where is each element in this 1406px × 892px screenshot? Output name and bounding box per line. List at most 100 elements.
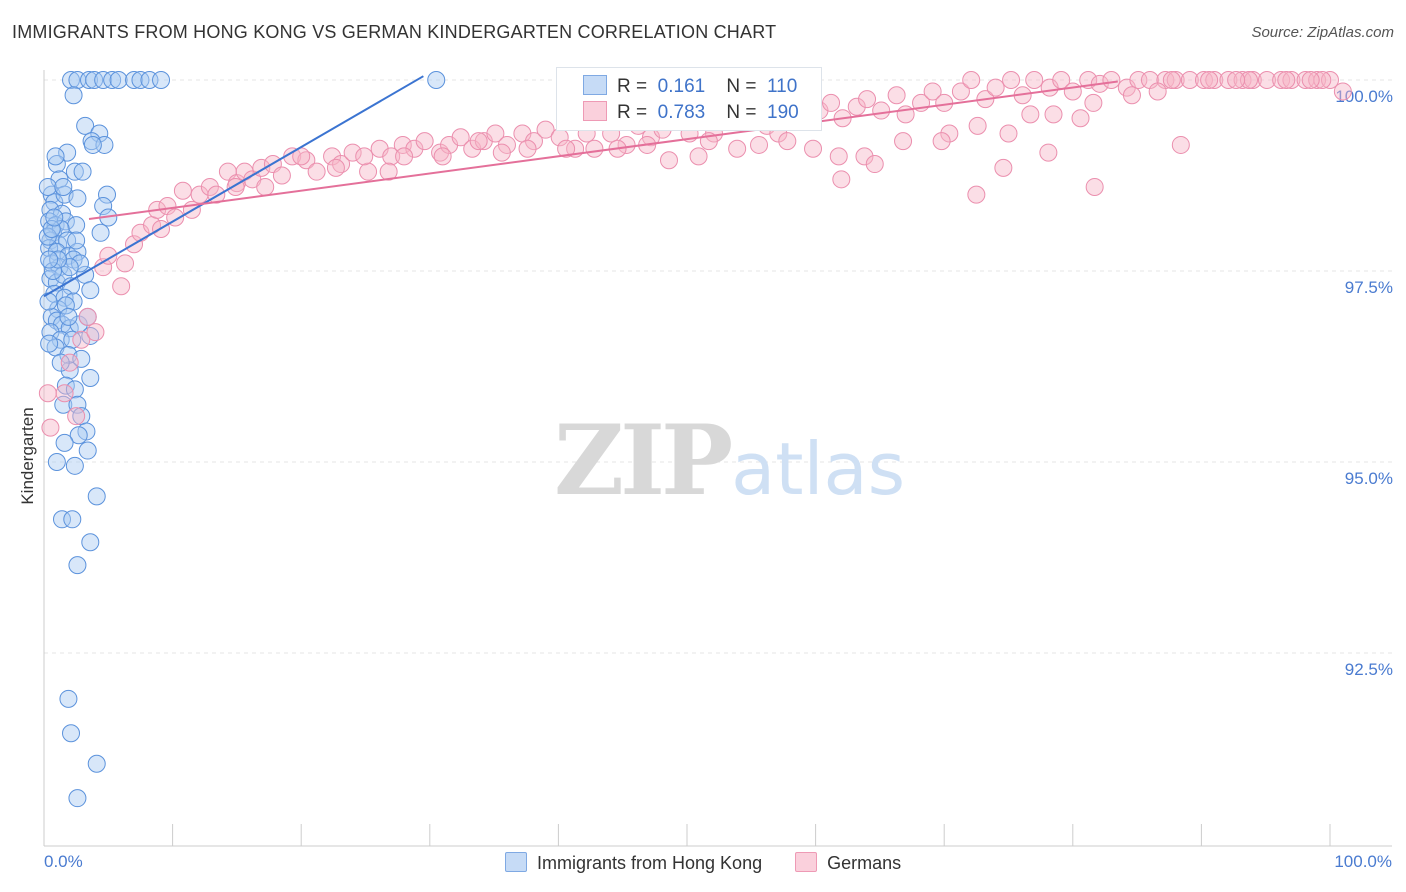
germans-point — [967, 185, 986, 204]
germans-swatch — [583, 101, 607, 121]
germans-point — [1200, 71, 1219, 89]
germans-point — [1272, 71, 1291, 89]
hong-kong-point — [94, 197, 113, 216]
germans-point — [1166, 71, 1185, 89]
germans-point — [617, 135, 636, 154]
series-legend: Immigrants from Hong Kong Germans — [505, 852, 929, 874]
germans-point — [872, 101, 891, 120]
hong-kong-point — [54, 395, 73, 414]
germans-point — [1044, 105, 1063, 124]
germans-point — [855, 147, 874, 166]
chart-title: IMMIGRANTS FROM HONG KONG VS GERMAN KIND… — [12, 22, 777, 42]
hong-kong-point — [152, 71, 171, 89]
germans-point — [55, 384, 74, 403]
hong-kong-point — [81, 281, 100, 300]
hong-kong-point — [45, 208, 64, 227]
hong-kong-point — [46, 147, 65, 166]
germans-point — [994, 158, 1013, 177]
legend-label: Immigrants from Hong Kong — [537, 853, 763, 873]
y-tick-label: 95.0% — [1345, 469, 1393, 488]
germans-point — [689, 147, 708, 166]
germans-point — [536, 120, 555, 139]
germans-point — [86, 323, 105, 342]
x-tick-label-min: 0.0% — [44, 852, 83, 871]
hong-kong-point — [80, 71, 99, 89]
hong-kong-point — [65, 380, 84, 399]
germans-point — [382, 147, 401, 166]
hong-kong-point — [40, 334, 59, 353]
hong-kong-point — [90, 124, 109, 143]
hong-kong-point — [427, 71, 446, 89]
germans-point — [72, 330, 91, 349]
germans-point — [393, 135, 412, 154]
germans-point — [865, 155, 884, 174]
hong-kong-point — [60, 361, 79, 380]
hong-kong-swatch — [505, 852, 527, 872]
hong-kong-point — [53, 510, 72, 529]
hong-kong-point — [56, 296, 75, 315]
germans-point — [359, 162, 378, 181]
hong-kong-point — [63, 510, 82, 529]
germans-point — [858, 90, 877, 109]
hong-kong-point — [81, 533, 100, 552]
germans-point — [847, 97, 866, 116]
hong-kong-point — [91, 223, 110, 242]
germans-point — [1002, 71, 1021, 89]
germans-point — [968, 116, 987, 135]
germans-point — [832, 170, 851, 189]
hong-kong-point — [58, 231, 77, 250]
germans-swatch — [795, 852, 818, 872]
hong-kong-point — [83, 135, 102, 154]
germans-point — [804, 139, 823, 158]
hong-kong-swatch — [583, 75, 607, 95]
germans-point — [67, 407, 86, 426]
hong-kong-point — [87, 754, 106, 773]
germans-point — [78, 307, 97, 326]
germans-point — [415, 132, 434, 151]
germans-point — [1333, 82, 1352, 101]
germans-point — [256, 177, 275, 196]
watermark-atlas: atlas — [731, 427, 906, 511]
germans-point — [1301, 71, 1320, 89]
germans-point — [1063, 82, 1082, 101]
germans-point — [822, 93, 841, 112]
germans-point — [951, 82, 970, 101]
germans-point — [1257, 71, 1276, 89]
hong-kong-point — [63, 330, 82, 349]
r-value: 0.783 — [657, 102, 706, 123]
hong-kong-point — [69, 426, 88, 445]
germans-point — [1180, 71, 1199, 89]
germans-point — [60, 353, 79, 372]
hong-kong-point — [62, 71, 81, 89]
germans-point — [750, 135, 769, 154]
germans-point — [1025, 71, 1044, 89]
germans-point — [932, 132, 951, 151]
n-value: 190 — [767, 102, 799, 123]
germans-point — [585, 139, 604, 158]
germans-point — [112, 277, 131, 296]
hong-kong-point — [55, 433, 74, 452]
germans-point — [1085, 177, 1104, 196]
legend-item-germans[interactable]: Germans — [795, 852, 901, 874]
n-label: N = — [726, 102, 757, 123]
germans-point — [1277, 71, 1296, 89]
hong-kong-point — [85, 71, 104, 89]
germans-trendline — [88, 80, 1118, 221]
n-value: 110 — [767, 76, 798, 97]
hong-kong-point — [47, 155, 66, 174]
hong-kong-point — [49, 235, 68, 254]
hong-kong-point — [47, 242, 66, 261]
germans-point — [405, 139, 424, 158]
hong-kong-point — [69, 315, 88, 334]
germans-point — [433, 147, 452, 166]
germans-point — [200, 177, 219, 196]
germans-point — [940, 124, 959, 143]
germans-point — [923, 82, 942, 101]
hong-kong-point — [68, 556, 87, 575]
germans-point — [1071, 109, 1090, 128]
germans-point — [728, 139, 747, 158]
germans-point — [469, 132, 488, 151]
germans-point — [778, 132, 797, 151]
legend-item-hong-kong[interactable]: Immigrants from Hong Kong — [505, 852, 762, 874]
